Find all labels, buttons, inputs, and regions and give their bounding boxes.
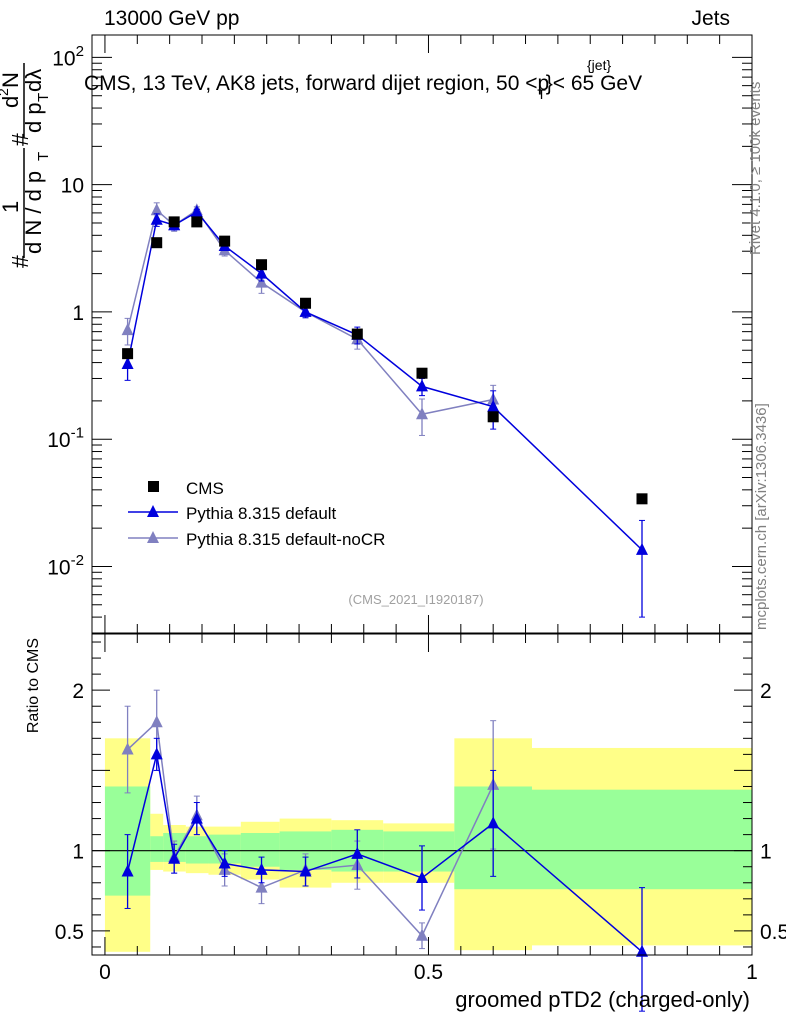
ratio-y-tick-label-left: 0.5 xyxy=(55,921,84,944)
ratio-default-point xyxy=(121,864,134,877)
header-left: 13000 GeV pp xyxy=(104,7,240,30)
nocr-point xyxy=(121,323,134,336)
cms-data-point xyxy=(487,411,499,423)
ratio-nocr-point xyxy=(255,880,268,893)
y-tick-label: 10-2 xyxy=(47,552,84,579)
nocr-point xyxy=(150,203,163,216)
legend-label-default: Pythia 8.315 default xyxy=(186,504,337,523)
cms-data-point xyxy=(219,235,231,247)
ratio-band-inner xyxy=(185,836,209,864)
ratio-default-point xyxy=(636,944,648,957)
y-axis-label-part: dλ xyxy=(21,69,46,92)
ratio-band-inner xyxy=(240,833,280,867)
ratio-band-inner xyxy=(383,831,455,872)
y-tick-label: 1 xyxy=(72,302,84,325)
ratio-default-point xyxy=(299,864,312,877)
ratio-default-point xyxy=(190,811,203,824)
cms-data-point xyxy=(122,348,134,360)
y-axis-label-part: 1 xyxy=(0,201,23,213)
y-axis-label-part: d xyxy=(0,96,23,108)
cms-data-point xyxy=(191,216,203,228)
ratio-nocr-point xyxy=(150,715,163,728)
y-tick-label: 10 xyxy=(61,175,84,198)
ratio-default-point xyxy=(150,747,163,760)
y-axis-label-part: 2 xyxy=(0,88,11,96)
y-axis-label-part: T xyxy=(35,93,52,102)
cms-data-point xyxy=(256,259,268,271)
y-axis-label-part: d N / d p xyxy=(21,171,46,254)
watermark: (CMS_2021_I1920187) xyxy=(348,592,483,607)
ratio-default-point xyxy=(351,846,364,859)
y-tick-label: 102 xyxy=(52,43,84,70)
y-tick-label: 10-1 xyxy=(47,425,84,452)
ratio-y-tick-label-left: 1 xyxy=(72,841,84,864)
ratio-nocr-point xyxy=(416,928,428,941)
y-axis-label-part: d p xyxy=(21,102,46,133)
cms-data-point xyxy=(636,493,648,505)
default-point xyxy=(299,304,312,317)
legend-marker-default xyxy=(147,505,159,517)
legend-marker-nocr xyxy=(147,531,159,543)
ratio-y-tick-label-right: 0.5 xyxy=(760,921,786,944)
y-axis-label-part: # xyxy=(7,255,33,268)
ratio-y-tick-label-right: 2 xyxy=(760,680,772,703)
x-tick-label: 0.5 xyxy=(414,961,443,984)
cms-data-point xyxy=(151,237,163,249)
header-right: Jets xyxy=(691,7,730,30)
ratio-band-inner xyxy=(150,836,164,862)
mcplots-label: mcplots.cern.ch [arXiv:1306.3436] xyxy=(753,403,770,630)
x-axis-label: groomed pTD2 (charged-only) xyxy=(455,987,750,1012)
ratio-default-point xyxy=(255,862,268,875)
cms-data-point xyxy=(300,297,312,309)
legend: CMS Pythia 8.315 default Pythia 8.315 defa… xyxy=(128,479,385,549)
default-line xyxy=(126,211,643,551)
cms-data-point xyxy=(351,328,363,340)
y-axis-label-part: # xyxy=(7,133,33,146)
y-axis-label: #d N / d pT1#d pTdλd2N xyxy=(0,63,52,268)
default-point xyxy=(636,542,648,555)
default-point xyxy=(190,204,203,217)
x-tick-label: 0 xyxy=(99,961,111,984)
x-tick-label: 1 xyxy=(746,961,758,984)
main-frame xyxy=(91,34,753,634)
nocr-point xyxy=(255,275,268,288)
y-axis-label-part: T xyxy=(35,152,52,161)
ratio-nocr-point xyxy=(121,742,134,755)
legend-marker-cms xyxy=(148,481,159,492)
legend-label-cms: CMS xyxy=(186,479,224,498)
plot-title-superscript: {jet} xyxy=(587,57,611,73)
ratio-default-point xyxy=(168,851,181,864)
ratio-y-tick-label-left: 2 xyxy=(72,680,84,703)
default-point xyxy=(416,379,428,392)
cms-data-point xyxy=(416,367,428,379)
ratio-y-tick-label-right: 1 xyxy=(760,841,772,864)
ratio-band-inner xyxy=(532,789,752,890)
ratio-default-point xyxy=(416,870,428,883)
ratio-default-point xyxy=(218,856,231,869)
y-axis-label-part: N xyxy=(0,72,23,88)
default-point xyxy=(487,399,500,412)
ratio-default-point xyxy=(487,816,500,829)
plot-title: CMS, 13 TeV, AK8 jets, forward dijet reg… xyxy=(84,72,642,102)
cms-data-point xyxy=(168,216,180,228)
ratio-frame xyxy=(91,633,753,956)
nocr-point xyxy=(416,407,428,420)
ratio-nocr-line xyxy=(127,720,494,938)
default-point xyxy=(255,266,268,279)
default-point xyxy=(150,212,163,225)
ratio-y-axis-label: Ratio to CMS xyxy=(25,638,42,733)
rivet-label: Rivet 4.1.0, ≥ 100k events xyxy=(747,82,764,255)
default-point xyxy=(121,356,134,369)
legend-label-nocr: Pythia 8.315 default-noCR xyxy=(186,530,385,549)
nocr-line xyxy=(126,208,494,416)
